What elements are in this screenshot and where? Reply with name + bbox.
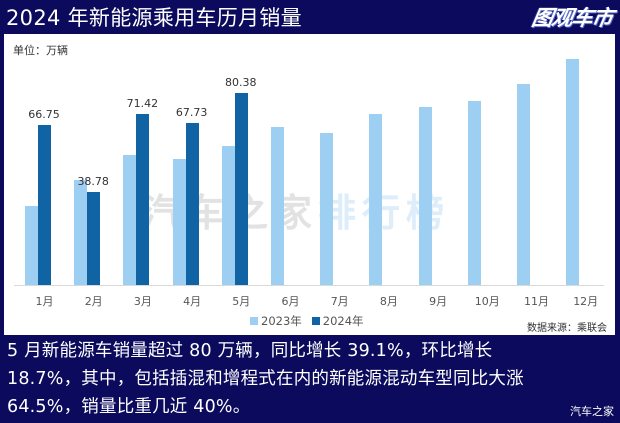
bar-2024: [234, 92, 248, 285]
bar-2024: [136, 114, 150, 285]
bar-2024: [87, 192, 101, 285]
data-label: 71.42: [126, 97, 159, 111]
x-tick-label: 4月: [183, 295, 202, 308]
x-tick-label: 3月: [133, 295, 152, 308]
bar-2023: [221, 146, 235, 285]
bar-2023: [320, 132, 334, 285]
data-source: 数据来源：乘联会: [527, 323, 607, 334]
legend: 2023年 2024年: [250, 313, 364, 329]
plot-area: 66.75 38.78 71.42 67.73 80.38: [14, 34, 604, 285]
bar-group: [408, 34, 457, 285]
legend-item-2024: 2024年: [311, 313, 364, 329]
bar-2024: [185, 123, 199, 285]
bar-group: 71.42: [112, 34, 161, 285]
caption-text: 5 月新能源车销量超过 80 万辆，同比增长 39.1%，环比增长 18.7%，…: [7, 341, 524, 417]
x-tick-label: 2月: [84, 295, 103, 308]
bar-group: 67.73: [162, 34, 211, 285]
data-label: 38.78: [77, 175, 109, 189]
bar-2023: [517, 84, 530, 285]
x-tick-label: 11月: [524, 295, 549, 308]
bar-2023: [123, 154, 137, 285]
legend-item-2023: 2023年: [250, 313, 302, 329]
x-tick-label: 6月: [281, 295, 300, 308]
unit-label: 单位：万辆: [13, 44, 68, 57]
bar-group: [506, 34, 555, 285]
data-label: 67.73: [175, 106, 208, 120]
chart-title: 2024 年新能源乘用车历月销量: [6, 6, 302, 30]
bar-group: 38.78: [63, 34, 112, 285]
logo: 图观车市: [529, 6, 615, 30]
data-label: 80.38: [225, 75, 257, 89]
x-tick-label: 8月: [379, 295, 398, 308]
bar-group: [457, 34, 506, 285]
x-tick-label: 12月: [573, 295, 599, 308]
x-axis-line: [14, 285, 604, 286]
x-tick-label: 7月: [330, 295, 349, 308]
x-tick-label: 10月: [474, 295, 500, 308]
legend-swatch-2024: [311, 317, 320, 325]
bar-group: 80.38: [211, 34, 260, 285]
x-tick-label: 5月: [232, 295, 251, 308]
bar-group: [309, 34, 358, 285]
chart-panel: 单位：万辆 汽车之家排行榜 66.7538.7871.4267.7380.38 …: [4, 34, 615, 335]
bar-2023: [369, 113, 383, 285]
bar-group: [260, 34, 309, 285]
bar-2023: [25, 205, 38, 285]
bar-2023: [74, 180, 88, 285]
bar-2023: [467, 100, 481, 285]
bar-2023: [418, 106, 432, 285]
bar-2023: [271, 126, 284, 285]
bar-group: 66.75: [14, 34, 63, 285]
brand-mark: 汽车之家: [570, 405, 614, 418]
bar-2023: [566, 58, 580, 285]
bar-group: [555, 34, 604, 285]
x-tick-label: 9月: [429, 295, 448, 308]
bar-2023: [172, 159, 186, 285]
legend-swatch-2023: [250, 317, 258, 325]
x-tick-label: 1月: [35, 295, 54, 308]
data-label: 66.75: [28, 108, 60, 122]
bar-group: [358, 34, 407, 285]
bar-2024: [38, 125, 51, 285]
